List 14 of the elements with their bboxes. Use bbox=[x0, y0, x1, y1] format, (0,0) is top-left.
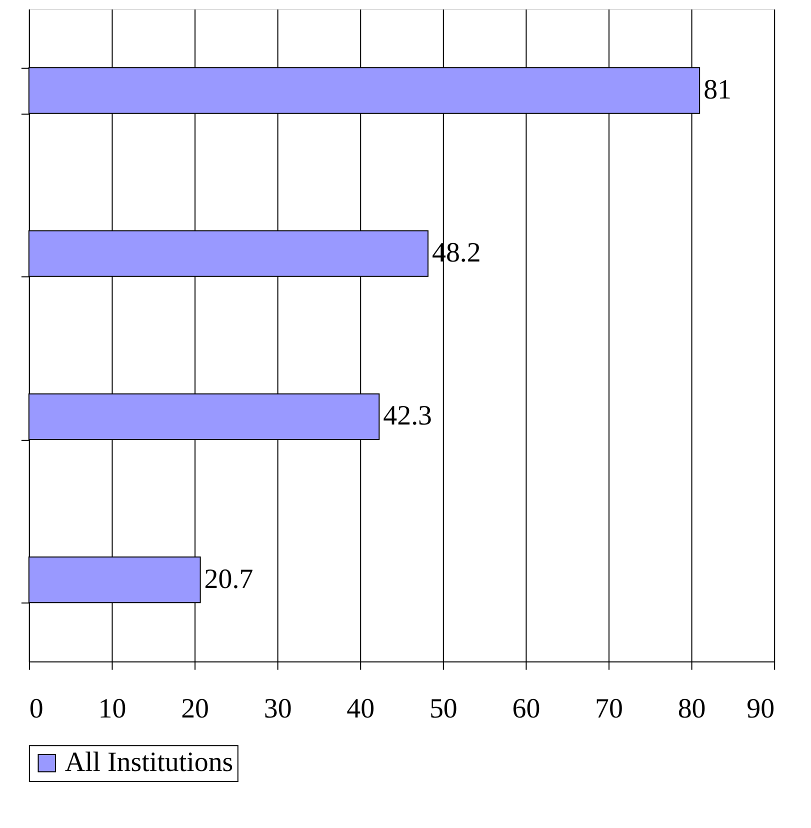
x-tick-label: 30 bbox=[264, 694, 292, 725]
x-tick-label: 40 bbox=[346, 694, 375, 725]
x-tick-label: 70 bbox=[595, 694, 623, 725]
x-tick-label: 10 bbox=[98, 694, 126, 725]
x-tick-label: 90 bbox=[746, 694, 775, 725]
data-label: 42.3 bbox=[383, 400, 432, 432]
x-tick-label: 0 bbox=[29, 694, 44, 725]
data-label: 81 bbox=[704, 74, 732, 106]
x-tick-label: 20 bbox=[181, 694, 209, 725]
data-label: 20.7 bbox=[204, 564, 254, 595]
x-tick-label: 60 bbox=[512, 694, 540, 725]
legend-label: All Institutions bbox=[64, 747, 234, 778]
x-tick-label: 50 bbox=[429, 694, 458, 725]
x-tick-label: 80 bbox=[678, 694, 706, 725]
